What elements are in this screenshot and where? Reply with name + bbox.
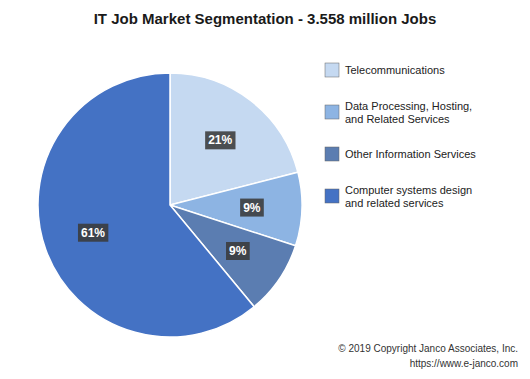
legend-label: Data Processing, Hosting,and Related Ser… (345, 100, 472, 125)
annotation: © 2019 Copyright Janco Associates, Inc. (338, 343, 518, 354)
legend-item: Other Information Services (325, 147, 476, 161)
data-label-box (78, 224, 108, 242)
data-labels: 21% 9% 9% 61% (78, 131, 264, 260)
data-label-box (226, 242, 250, 260)
annotation: https://www.e-janco.com (410, 358, 518, 369)
legend: Telecommunications Data Processing, Hosti… (325, 63, 476, 209)
legend-item: Computer systems designand related servi… (325, 184, 472, 209)
data-label: 21% (208, 133, 232, 147)
data-label: 61% (81, 226, 105, 240)
legend-swatch (325, 189, 339, 203)
legend-item: Telecommunications (325, 63, 445, 77)
data-label-group: 61% (78, 224, 108, 242)
legend-swatch (325, 63, 339, 77)
data-label-group: 9% (240, 199, 264, 217)
legend-label: Computer systems designand related servi… (345, 184, 472, 209)
legend-swatch (325, 147, 339, 161)
chart: IT Job Market Segmentation - 3.558 milli… (0, 0, 530, 379)
title: IT Job Market Segmentation - 3.558 milli… (94, 10, 437, 27)
data-label: 9% (243, 201, 261, 215)
data-label: 9% (229, 244, 247, 258)
legend-swatch (325, 105, 339, 119)
pie (38, 73, 302, 337)
legend-label: Other Information Services (345, 148, 476, 160)
data-label-group: 21% (205, 131, 235, 149)
data-label-box (205, 131, 235, 149)
legend-item: Data Processing, Hosting,and Related Ser… (325, 100, 472, 125)
data-label-group: 9% (226, 242, 250, 260)
legend-label: Telecommunications (345, 64, 445, 76)
data-label-box (240, 199, 264, 217)
pie-slice (38, 73, 254, 337)
